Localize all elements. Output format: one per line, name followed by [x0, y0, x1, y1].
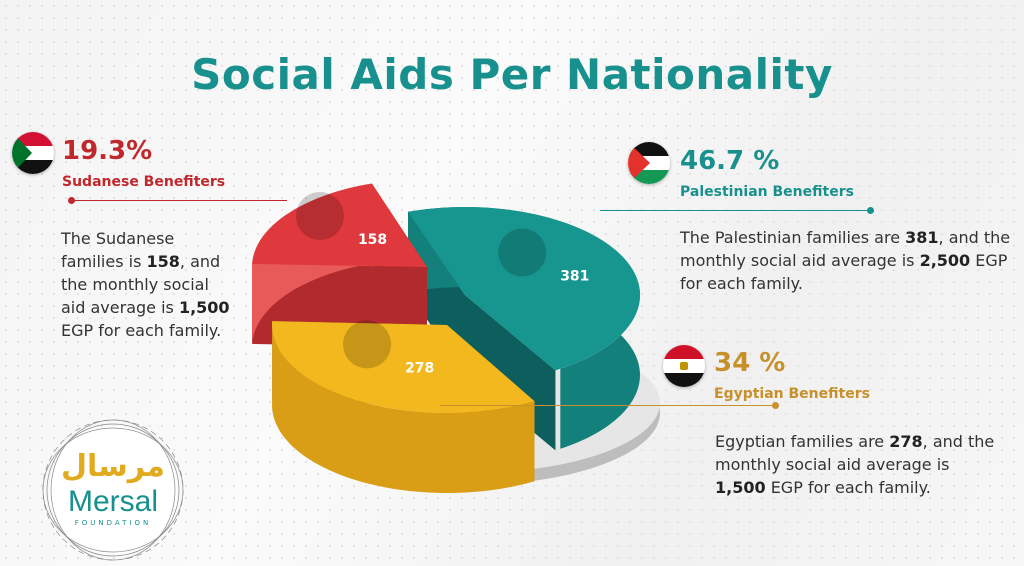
sudan-percent: 19.3% [62, 136, 153, 166]
mersal-logo: مرسال Mersal FOUNDATION [38, 415, 188, 565]
logo-name: Mersal [67, 485, 158, 518]
sudan-label: Sudanese Benefiters [62, 174, 226, 190]
palestine-flag-icon [628, 142, 670, 184]
sudan-connector-line [72, 200, 287, 201]
sudan-flag-icon [12, 132, 54, 174]
egypt-percent: 34 % [714, 348, 786, 378]
egyptian-data-label: 278 [405, 360, 434, 376]
egypt-label: Egyptian Benefiters [714, 386, 870, 402]
sudan-connector-dot [68, 197, 75, 204]
egypt-connector-line [440, 405, 775, 406]
page-title: Social Aids Per Nationality [191, 50, 833, 99]
palestinian-slice-icon [498, 228, 547, 277]
palestine-connector-dot [867, 207, 874, 214]
egypt-description: Egyptian families are 278, and the month… [715, 432, 995, 497]
palestine-percent: 46.7 % [680, 146, 780, 176]
egypt-connector-dot [772, 402, 779, 409]
sudanese-data-label: 158 [358, 232, 387, 248]
sudanese-slice-top [252, 183, 427, 267]
palestine-label: Palestinian Benefiters [680, 184, 854, 200]
egyptian-slice-top [272, 321, 535, 413]
logo-arabic: مرسال [60, 449, 166, 484]
sudanese-slice-icon [295, 192, 344, 241]
logo-sub: FOUNDATION [74, 519, 152, 527]
palestine-connector-line [600, 210, 870, 211]
palestinian-slice-top [408, 207, 640, 371]
egyptian-slice-icon [343, 320, 392, 369]
egypt-flag-icon [663, 345, 705, 387]
egyptian-slice-outer-wall [272, 321, 535, 493]
palestine-description: The Palestinian families are 381, and th… [680, 228, 1011, 293]
palestinian-data-label: 381 [560, 269, 589, 285]
sudan-description: The Sudanese families is 158, and the mo… [61, 229, 230, 340]
